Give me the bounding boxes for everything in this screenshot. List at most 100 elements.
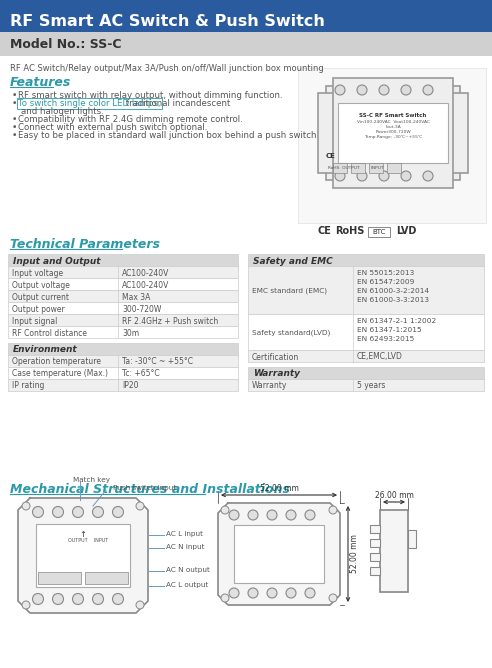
Bar — [333, 163, 347, 173]
Circle shape — [286, 588, 296, 598]
Circle shape — [357, 85, 367, 95]
Circle shape — [248, 588, 258, 598]
Circle shape — [401, 85, 411, 95]
Text: Output voltage: Output voltage — [12, 281, 70, 289]
Circle shape — [335, 171, 345, 181]
Text: Features: Features — [10, 76, 71, 89]
Text: Safety standard(LVD): Safety standard(LVD) — [252, 330, 330, 336]
Circle shape — [22, 601, 30, 609]
Text: AC100-240V: AC100-240V — [122, 269, 169, 277]
Text: SS-C RF Smart Switch: SS-C RF Smart Switch — [359, 113, 427, 118]
Text: CE: CE — [326, 153, 336, 159]
Text: Certification: Certification — [252, 353, 299, 361]
Circle shape — [72, 506, 84, 518]
Bar — [8, 302, 238, 314]
Circle shape — [305, 588, 315, 598]
Bar — [248, 254, 484, 266]
Bar — [0, 32, 492, 56]
Text: AC100-240V: AC100-240V — [122, 281, 169, 289]
Text: Input voltage: Input voltage — [12, 269, 63, 277]
Text: IP rating: IP rating — [12, 381, 44, 391]
Text: Easy to be placed in standard wall junction box behind a push switch.: Easy to be placed in standard wall junct… — [18, 131, 319, 140]
Circle shape — [423, 85, 433, 95]
Bar — [248, 367, 484, 379]
Text: EN 55015:2013
EN 61547:2009
EN 61000-3-2:2014
EN 61000-3-3:2013: EN 55015:2013 EN 61547:2009 EN 61000-3-2… — [357, 270, 429, 303]
Text: AC L output: AC L output — [166, 582, 209, 588]
Text: Environment: Environment — [13, 345, 78, 355]
Circle shape — [113, 506, 123, 518]
Bar — [408, 530, 416, 548]
Bar — [8, 290, 238, 302]
Circle shape — [221, 594, 229, 602]
Text: CE,EMC,LVD: CE,EMC,LVD — [357, 353, 403, 361]
Circle shape — [92, 506, 103, 518]
Circle shape — [221, 506, 229, 514]
Bar — [368, 227, 390, 237]
Text: RF smart switch with relay output, without dimming function.: RF smart switch with relay output, witho… — [18, 91, 282, 100]
Text: Tc: +65°C: Tc: +65°C — [122, 369, 159, 379]
Text: Vin100-240VAC  Vout100-240VAC: Vin100-240VAC Vout100-240VAC — [357, 120, 430, 124]
Text: Power300-720W: Power300-720W — [375, 130, 411, 134]
Text: OUTPUT    INPUT: OUTPUT INPUT — [68, 538, 108, 543]
Text: Ta: -30°C ~ +55°C: Ta: -30°C ~ +55°C — [122, 357, 193, 367]
Text: 300-720W: 300-720W — [122, 305, 161, 313]
Text: 52.00 mm: 52.00 mm — [260, 484, 299, 493]
Bar — [387, 163, 401, 173]
Text: RoHS  OUTPUT        INPUT: RoHS OUTPUT INPUT — [328, 166, 383, 170]
Circle shape — [335, 85, 345, 95]
Text: Operation temperature: Operation temperature — [12, 357, 101, 367]
Circle shape — [53, 506, 63, 518]
Text: •: • — [12, 115, 17, 124]
Text: •: • — [12, 123, 17, 132]
Text: RF AC Switch/Relay output/Max 3A/Push on/off/Wall junction box mounting: RF AC Switch/Relay output/Max 3A/Push on… — [10, 64, 324, 73]
Text: ↑: ↑ — [80, 530, 87, 539]
Bar — [370, 525, 380, 533]
Bar — [8, 326, 238, 338]
Bar — [218, 513, 340, 595]
Text: Compatibility with RF 2.4G dimming remote control.: Compatibility with RF 2.4G dimming remot… — [18, 115, 243, 124]
Circle shape — [136, 601, 144, 609]
Text: 5 years: 5 years — [357, 381, 385, 391]
Circle shape — [248, 510, 258, 520]
Bar — [8, 314, 238, 326]
Text: Temp.Range: -30'C~+55'C: Temp.Range: -30'C~+55'C — [364, 135, 422, 139]
Bar — [8, 379, 238, 391]
Bar — [8, 355, 238, 367]
Bar — [318, 93, 468, 173]
Bar — [85, 572, 128, 584]
Text: traditional incandescent: traditional incandescent — [123, 99, 230, 108]
Circle shape — [379, 171, 389, 181]
Circle shape — [92, 593, 103, 605]
Bar — [8, 278, 238, 290]
Bar — [8, 266, 238, 278]
Bar — [370, 539, 380, 547]
Bar — [370, 553, 380, 561]
Bar — [8, 343, 238, 355]
Circle shape — [286, 510, 296, 520]
Text: RoHS: RoHS — [335, 226, 365, 236]
Text: Warranty: Warranty — [252, 381, 287, 391]
Bar — [8, 367, 238, 379]
Circle shape — [379, 85, 389, 95]
Circle shape — [305, 510, 315, 520]
Bar — [369, 163, 383, 173]
Bar — [351, 163, 365, 173]
Text: RF 2.4GHz + Push switch: RF 2.4GHz + Push switch — [122, 317, 218, 325]
Text: 52.00 mm: 52.00 mm — [350, 534, 359, 573]
Text: 26.00 mm: 26.00 mm — [374, 491, 413, 500]
Bar — [8, 254, 238, 266]
Circle shape — [136, 502, 144, 510]
Circle shape — [72, 593, 84, 605]
Text: •: • — [12, 99, 17, 108]
Text: EMC standard (EMC): EMC standard (EMC) — [252, 288, 327, 294]
Bar — [36, 524, 130, 587]
Text: Connect with external push switch optional.: Connect with external push switch option… — [18, 123, 207, 132]
Bar — [18, 510, 148, 601]
Circle shape — [32, 506, 43, 518]
Text: To switch single color LED lamps,: To switch single color LED lamps, — [18, 99, 160, 108]
Bar — [326, 86, 460, 180]
Bar — [234, 525, 324, 583]
Text: IP20: IP20 — [122, 381, 139, 391]
Circle shape — [329, 594, 337, 602]
Bar — [298, 68, 486, 223]
